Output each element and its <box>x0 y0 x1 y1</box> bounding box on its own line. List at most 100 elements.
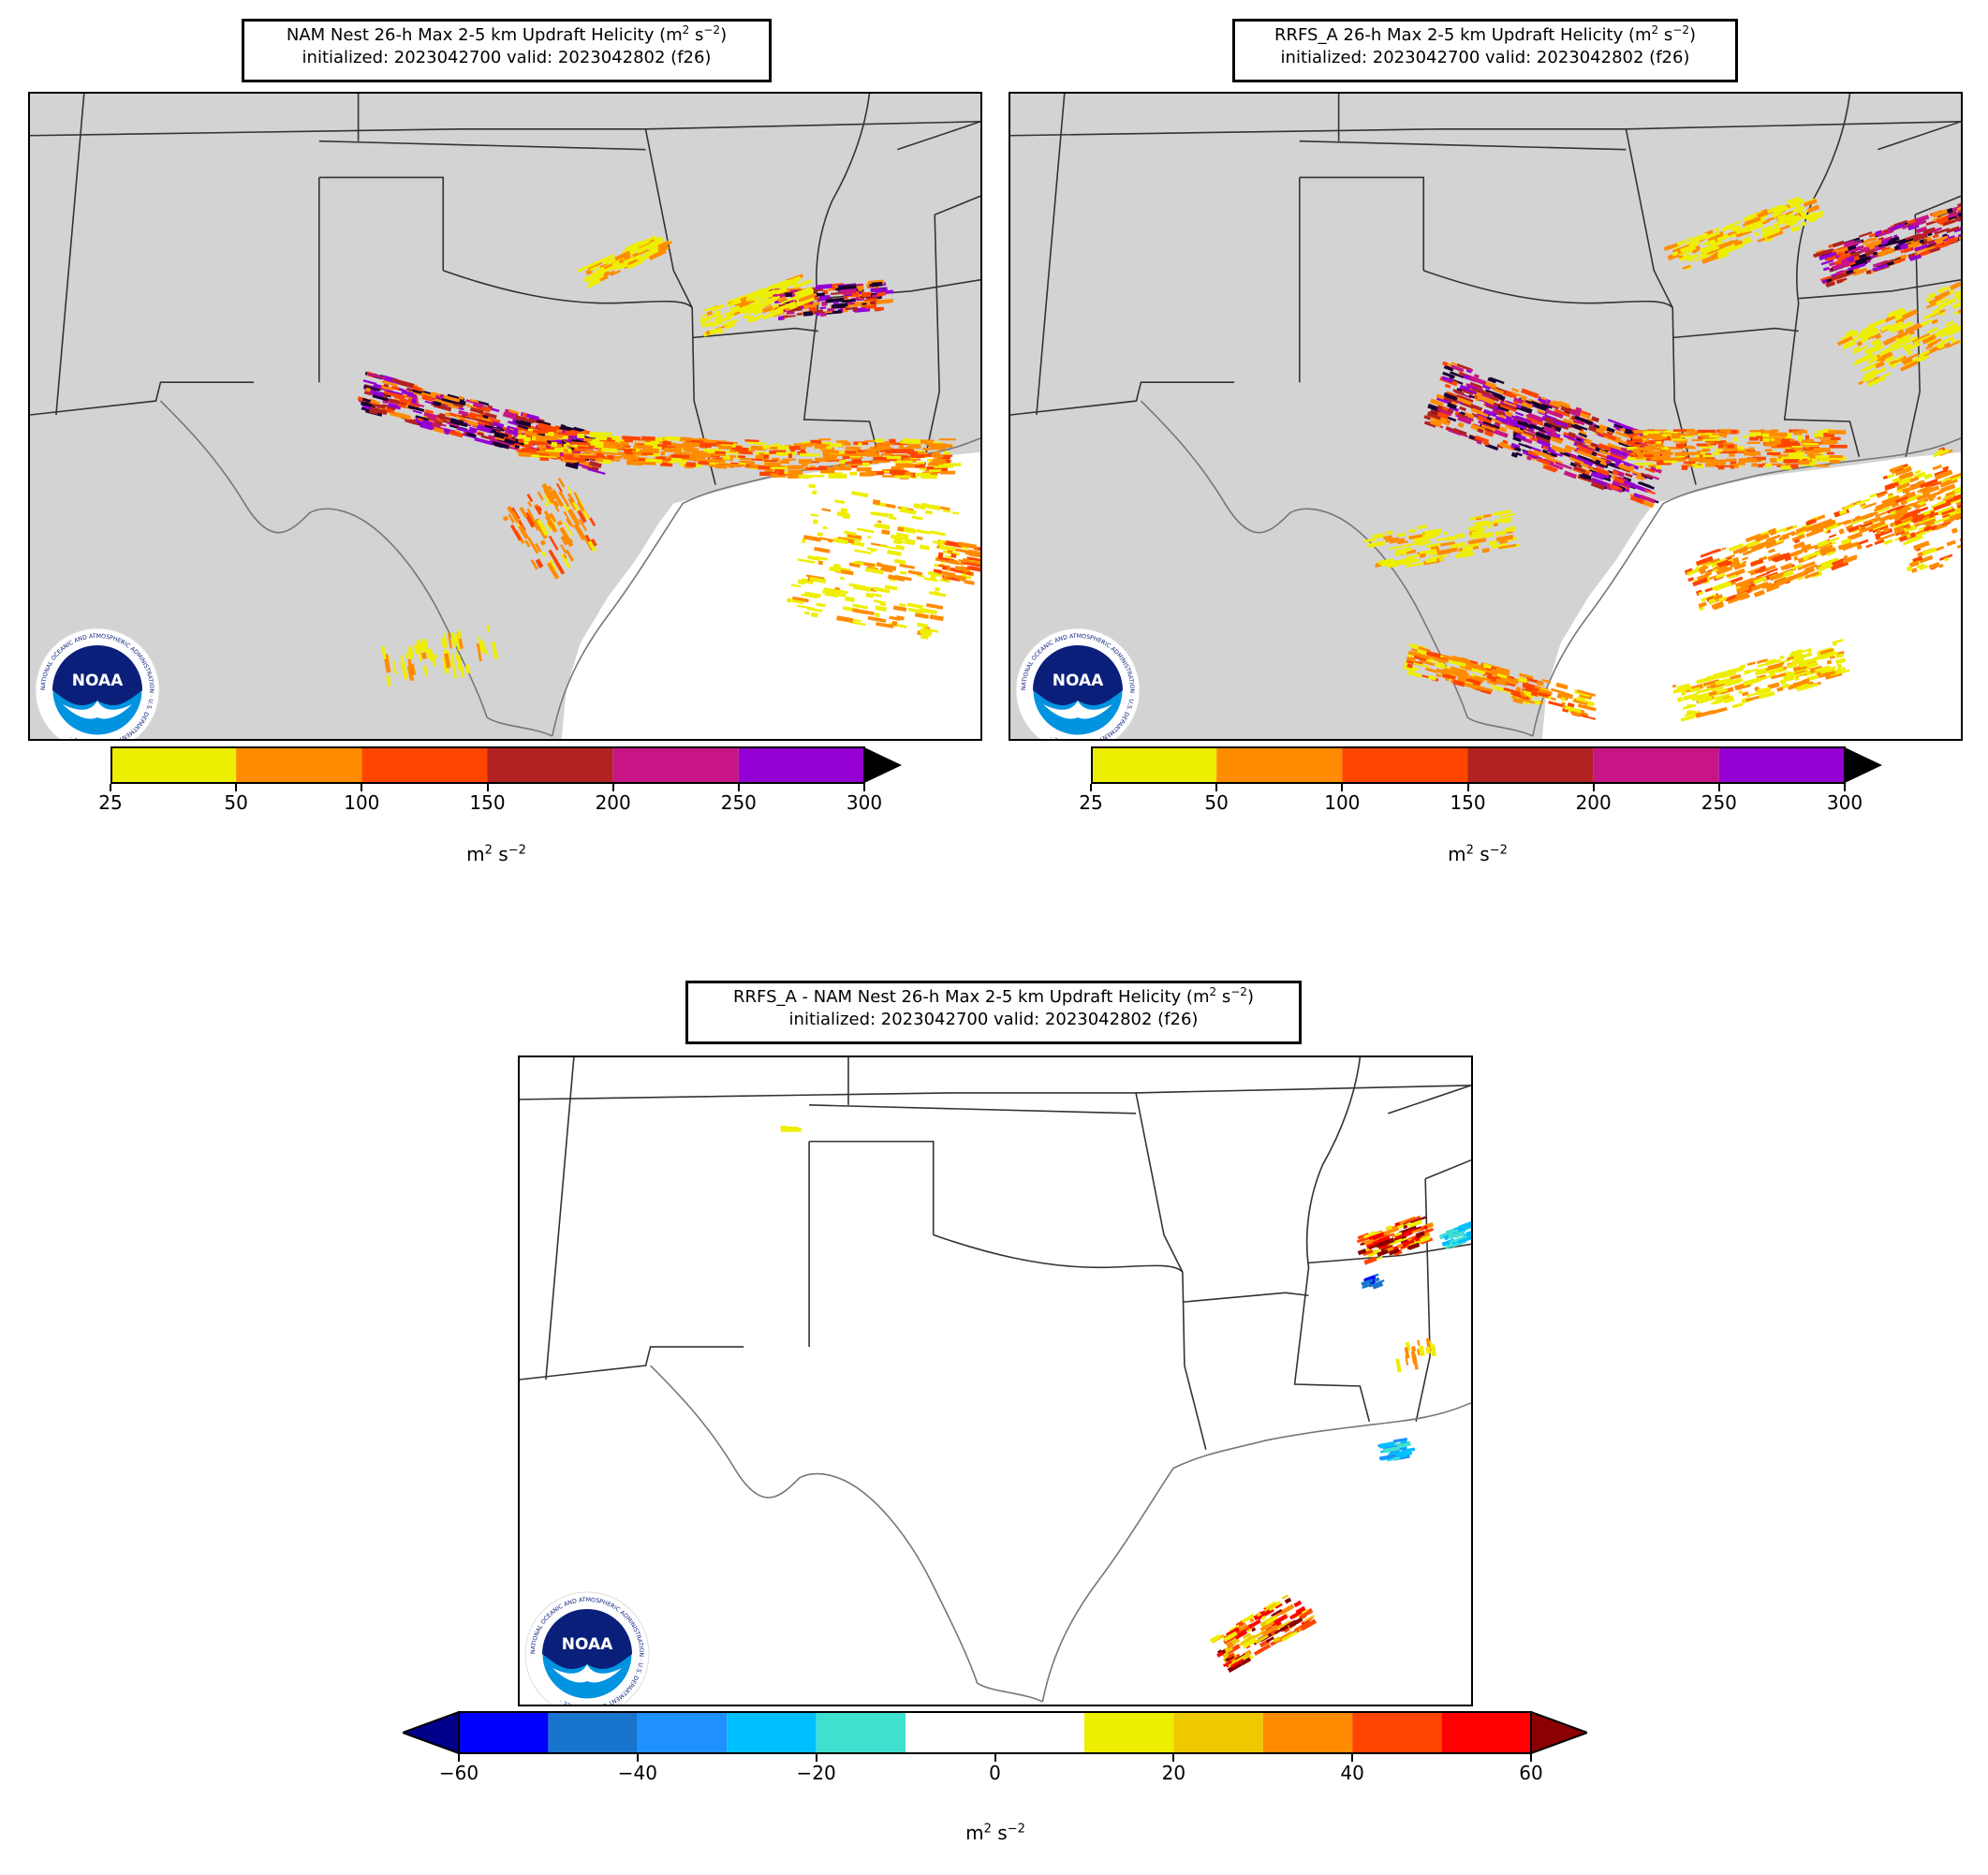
uh-swath-mark <box>502 515 509 522</box>
uh-swath-mark <box>770 473 779 477</box>
uh-swath-mark <box>809 465 816 468</box>
uh-swath-mark <box>1717 565 1729 572</box>
uh-swath-mark <box>1744 450 1761 456</box>
uh-swath-mark <box>401 390 418 398</box>
uh-swath-mark <box>619 448 637 451</box>
uh-swath-mark <box>871 281 883 288</box>
uh-swath-mark <box>812 490 817 495</box>
uh-swath-mark <box>1574 456 1594 467</box>
uh-swath-mark <box>1853 360 1861 366</box>
uh-swath-mark <box>528 417 542 424</box>
uh-swath-mark <box>1897 329 1905 335</box>
uh-swath-mark <box>873 586 891 594</box>
uh-swath-mark <box>1642 450 1658 456</box>
uh-swath-mark <box>469 411 484 419</box>
uh-swath-mark <box>1815 455 1834 459</box>
uh-swath-mark <box>1790 447 1804 451</box>
uh-swath-mark <box>1635 457 1644 460</box>
uh-swath-mark <box>1397 540 1408 545</box>
uh-swath-mark <box>1757 660 1775 668</box>
uh-swath-mark <box>1771 672 1787 680</box>
uh-swath-mark <box>892 605 907 613</box>
uh-swath-mark <box>1829 455 1844 459</box>
uh-swath-mark <box>1469 381 1481 389</box>
uh-swath-mark <box>1521 388 1539 399</box>
uh-swath-mark <box>1594 466 1611 477</box>
uh-swath-mark <box>556 520 564 526</box>
uh-swath-mark <box>551 441 558 448</box>
uh-swath-mark <box>1757 689 1771 696</box>
uh-swath-mark <box>1937 496 1953 505</box>
uh-swath-mark <box>1513 400 1519 406</box>
uh-swath-mark <box>930 447 946 450</box>
seagull-icon <box>1043 701 1112 719</box>
uh-swath-mark <box>455 415 466 421</box>
uh-swath-mark <box>1890 362 1897 368</box>
uh-swath-mark <box>1718 560 1732 569</box>
uh-swath-mark <box>1860 502 1866 508</box>
uh-swath-mark <box>1863 368 1878 379</box>
uh-swath-mark <box>1832 260 1851 272</box>
uh-swath-mark <box>916 529 932 535</box>
uh-swath-mark <box>790 276 801 284</box>
uh-swath-mark <box>1216 1649 1222 1654</box>
uh-swath-mark <box>1716 449 1723 452</box>
uh-swath-mark <box>1514 415 1532 423</box>
uh-swath-mark <box>1634 454 1654 458</box>
uh-swath-mark <box>1943 556 1950 562</box>
uh-swath-mark <box>1938 554 1953 561</box>
uh-swath-mark <box>1815 465 1830 467</box>
uh-swath-mark <box>1410 1346 1417 1352</box>
uh-swath-mark <box>1521 694 1527 698</box>
uh-swath-mark <box>948 559 959 566</box>
uh-swath-mark <box>1515 451 1523 457</box>
uh-swaths <box>357 235 980 687</box>
uh-swath-mark <box>447 421 460 427</box>
uh-swath-mark <box>1668 457 1682 461</box>
uh-swath-mark <box>1904 503 1912 509</box>
uh-swath-mark <box>1485 405 1495 410</box>
uh-swath-mark <box>578 457 586 463</box>
uh-swath-mark <box>1495 415 1509 424</box>
uh-swath-mark <box>1793 433 1803 436</box>
uh-swath-mark <box>739 303 758 315</box>
colorbar-tick-label: 50 <box>224 791 248 814</box>
uh-swath-mark <box>1396 1223 1405 1230</box>
uh-swath-mark <box>1429 398 1445 407</box>
uh-swaths <box>1363 196 1961 722</box>
uh-swath-mark <box>1754 231 1760 237</box>
uh-swath-mark <box>1713 672 1724 678</box>
uh-swath-mark <box>1790 225 1801 232</box>
uh-swath-mark <box>1878 355 1887 362</box>
uh-swath-mark <box>412 389 422 394</box>
colorbar-tick-mark <box>863 784 865 791</box>
uh-swath-mark <box>450 653 456 672</box>
uh-swath-mark <box>1548 436 1563 445</box>
uh-swath-mark <box>1419 1234 1431 1243</box>
uh-swath-mark <box>584 534 592 543</box>
uh-swath-mark <box>1906 534 1911 539</box>
uh-swath-mark <box>872 499 881 506</box>
uh-swath-mark <box>607 454 614 460</box>
uh-swath-mark <box>1472 545 1480 550</box>
uh-swath-mark <box>791 596 809 603</box>
uh-swath-mark <box>665 456 670 460</box>
uh-swath-mark <box>1419 646 1423 650</box>
colorbar-tick-mark <box>235 784 238 791</box>
uh-swath-mark <box>1554 461 1573 470</box>
colorbar-segment <box>1441 1712 1531 1753</box>
uh-swath-mark <box>1937 344 1945 349</box>
uh-swath-mark <box>797 558 816 564</box>
uh-swath-mark <box>1806 648 1812 654</box>
uh-swath-mark <box>1459 384 1478 395</box>
uh-swath-mark <box>539 441 547 446</box>
uh-swath-mark <box>1596 428 1605 435</box>
uh-swath-mark <box>1845 524 1854 531</box>
uh-swath-mark <box>1700 451 1706 455</box>
uh-swath-mark <box>1700 549 1718 558</box>
uh-swath-mark <box>1806 674 1819 682</box>
uh-swath-mark <box>1573 698 1583 704</box>
uh-swath-mark <box>433 426 449 435</box>
uh-swath-mark <box>873 458 891 463</box>
uh-swath-mark <box>1873 366 1887 376</box>
